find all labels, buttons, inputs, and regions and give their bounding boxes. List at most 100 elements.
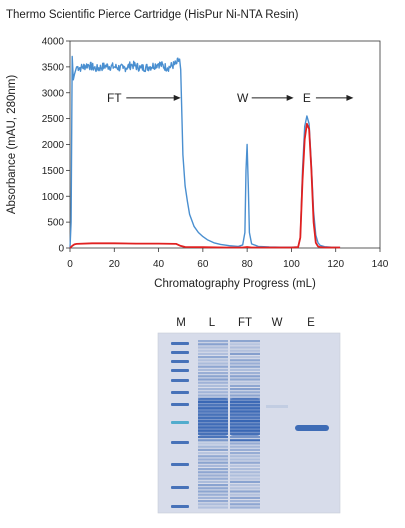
lysate-band — [198, 442, 228, 445]
lysate-band — [198, 484, 228, 487]
flowthrough-band — [230, 500, 260, 503]
flowthrough-band — [230, 365, 260, 368]
x-tick-label: 120 — [327, 259, 344, 270]
x-tick-label: 40 — [153, 259, 165, 270]
x-tick-label: 100 — [283, 259, 300, 270]
flowthrough-band — [230, 484, 260, 487]
flowthrough-band — [230, 455, 260, 458]
chromatogram-chart: 0 500 1000 1500 2000 2500 3000 3500 4000 0 20 40 60 8… — [6, 37, 389, 291]
lysate-band — [198, 496, 228, 499]
wash-band — [266, 405, 288, 408]
flowthrough-band — [230, 346, 260, 349]
flowthrough-band — [230, 372, 260, 375]
lysate-band — [198, 445, 228, 448]
flowthrough-band — [230, 359, 260, 362]
flowthrough-band — [230, 503, 260, 506]
lysate-band — [198, 452, 228, 455]
flowthrough-band — [230, 461, 260, 464]
lysate-band — [198, 503, 228, 506]
flowthrough-band — [230, 439, 260, 442]
lysate-band — [198, 471, 228, 474]
flowthrough-band — [230, 445, 260, 448]
y-tick-label: 0 — [58, 244, 64, 255]
lysate-band — [198, 448, 228, 451]
flowthrough-band — [230, 436, 260, 439]
lysate-band — [198, 436, 228, 439]
marker-band — [171, 369, 189, 372]
x-tick-label: 20 — [109, 259, 121, 270]
lane-label-e: E — [307, 317, 315, 329]
y-tick-label: 500 — [47, 218, 64, 229]
flowthrough-band — [230, 349, 260, 352]
lane-label-m: M — [176, 317, 186, 329]
lysate-band — [198, 384, 228, 387]
lysate-band — [198, 480, 228, 483]
y-tick-label: 3000 — [42, 88, 65, 99]
series-line-red — [69, 122, 341, 249]
flowthrough-band — [230, 368, 260, 371]
lysate-band — [198, 388, 228, 391]
marker-band — [171, 441, 189, 444]
marker-band — [171, 379, 189, 382]
lysate-band — [198, 365, 228, 368]
lysate-main-band — [198, 398, 228, 436]
marker-band — [171, 351, 189, 354]
flowthrough-band — [230, 480, 260, 483]
lysate-band — [198, 372, 228, 375]
lysate-band — [198, 352, 228, 355]
lysate-band — [198, 359, 228, 362]
flowthrough-band — [230, 391, 260, 394]
flowthrough-band — [230, 340, 260, 343]
y-tick-label: 2500 — [42, 114, 65, 125]
annotation-label-ft: FT — [107, 91, 122, 105]
lysate-band — [198, 455, 228, 458]
lysate-band — [198, 362, 228, 365]
lysate-band — [198, 346, 228, 349]
flowthrough-main-band — [230, 398, 260, 436]
marker-band — [171, 505, 189, 508]
flowthrough-band — [230, 490, 260, 493]
flowthrough-band — [230, 474, 260, 477]
lane-label-w: W — [272, 317, 283, 329]
annotation-label-e: E — [303, 91, 311, 105]
flowthrough-band — [230, 493, 260, 496]
flowthrough-band — [230, 477, 260, 480]
lysate-band — [198, 375, 228, 378]
flowthrough-band — [230, 384, 260, 387]
annotation-label-w: W — [237, 91, 249, 105]
x-tick-label: 140 — [372, 259, 389, 270]
lysate-band — [198, 468, 228, 471]
flowthrough-band — [230, 506, 260, 509]
lysate-band — [198, 477, 228, 480]
y-tick-label: 3500 — [42, 62, 65, 73]
lysate-band — [198, 464, 228, 467]
lane-label-l: L — [209, 317, 216, 329]
lysate-band — [198, 368, 228, 371]
lane-label-ft: FT — [238, 317, 252, 329]
lysate-band — [198, 458, 228, 461]
lysate-band — [198, 461, 228, 464]
flowthrough-band — [230, 452, 260, 455]
lysate-band — [198, 391, 228, 394]
y-tick-label: 1000 — [42, 192, 65, 203]
flowthrough-band — [230, 362, 260, 365]
lysate-band — [198, 439, 228, 442]
lysate-band — [198, 490, 228, 493]
lysate-band — [198, 500, 228, 503]
flowthrough-band — [230, 458, 260, 461]
lysate-band — [198, 506, 228, 509]
flowthrough-band — [230, 343, 260, 346]
x-axis-label: Chromatography Progress (mL) — [154, 278, 316, 290]
flowthrough-band — [230, 394, 260, 397]
lysate-band — [198, 356, 228, 359]
lysate-band — [198, 474, 228, 477]
marker-band — [171, 421, 189, 424]
lysate-band — [198, 349, 228, 352]
lysate-band — [198, 487, 228, 490]
flowthrough-band — [230, 464, 260, 467]
lysate-band — [198, 394, 228, 397]
lysate-band — [198, 381, 228, 384]
annotation-arrow-head — [286, 94, 294, 101]
flowthrough-band — [230, 496, 260, 499]
